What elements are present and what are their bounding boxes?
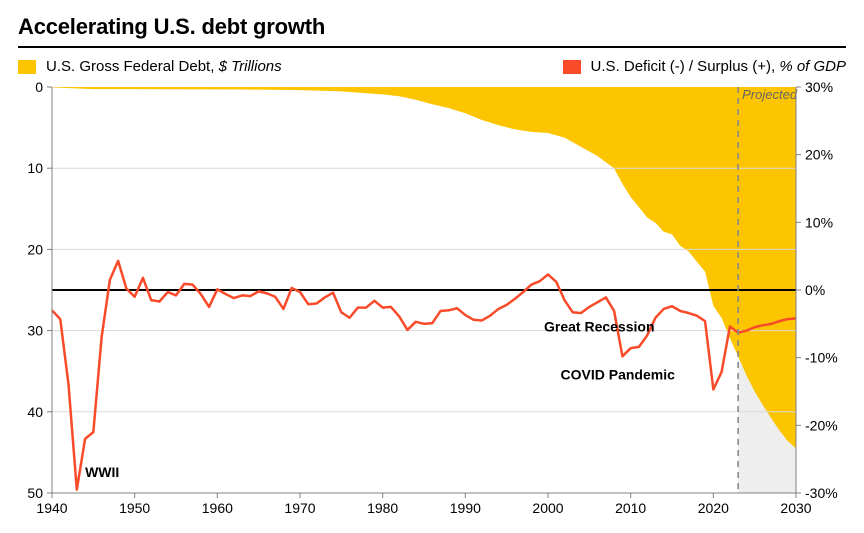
svg-text:2020: 2020 <box>698 500 729 516</box>
svg-text:-10%: -10% <box>805 350 838 366</box>
svg-text:1970: 1970 <box>284 500 315 516</box>
annotation: WWII <box>85 464 119 480</box>
svg-text:20: 20 <box>27 241 43 257</box>
legend-swatch-deficit <box>563 60 581 74</box>
svg-text:1950: 1950 <box>119 500 150 516</box>
title-divider <box>18 46 846 48</box>
legend-label-debt: U.S. Gross Federal Debt, $ Trillions <box>46 58 282 75</box>
svg-text:20%: 20% <box>805 147 833 163</box>
svg-text:1960: 1960 <box>202 500 233 516</box>
legend: U.S. Gross Federal Debt, $ Trillions U.S… <box>18 58 846 75</box>
legend-swatch-debt <box>18 60 36 74</box>
chart-svg: Projected01020304050-30%-20%-10%0%10%20%… <box>18 81 846 521</box>
svg-text:-20%: -20% <box>805 417 838 433</box>
svg-text:10: 10 <box>27 160 43 176</box>
svg-text:0%: 0% <box>805 282 825 298</box>
svg-text:50: 50 <box>27 485 43 501</box>
projected-label: Projected <box>742 87 798 102</box>
svg-text:30: 30 <box>27 323 43 339</box>
chart-title: Accelerating U.S. debt growth <box>18 14 846 40</box>
svg-text:2000: 2000 <box>532 500 563 516</box>
annotation: Great Recession <box>544 318 655 334</box>
svg-text:10%: 10% <box>805 214 833 230</box>
svg-text:2030: 2030 <box>780 500 811 516</box>
svg-text:0: 0 <box>35 81 43 95</box>
svg-text:30%: 30% <box>805 81 833 95</box>
svg-text:1940: 1940 <box>36 500 67 516</box>
svg-text:1980: 1980 <box>367 500 398 516</box>
legend-label-deficit: U.S. Deficit (-) / Surplus (+), % of GDP <box>591 58 846 75</box>
chart: Projected01020304050-30%-20%-10%0%10%20%… <box>18 81 846 521</box>
annotation: COVID Pandemic <box>561 366 676 382</box>
legend-item-deficit: U.S. Deficit (-) / Surplus (+), % of GDP <box>563 58 846 75</box>
svg-text:1990: 1990 <box>450 500 481 516</box>
svg-text:40: 40 <box>27 404 43 420</box>
svg-text:2010: 2010 <box>615 500 646 516</box>
legend-item-debt: U.S. Gross Federal Debt, $ Trillions <box>18 58 282 75</box>
svg-text:-30%: -30% <box>805 485 838 501</box>
